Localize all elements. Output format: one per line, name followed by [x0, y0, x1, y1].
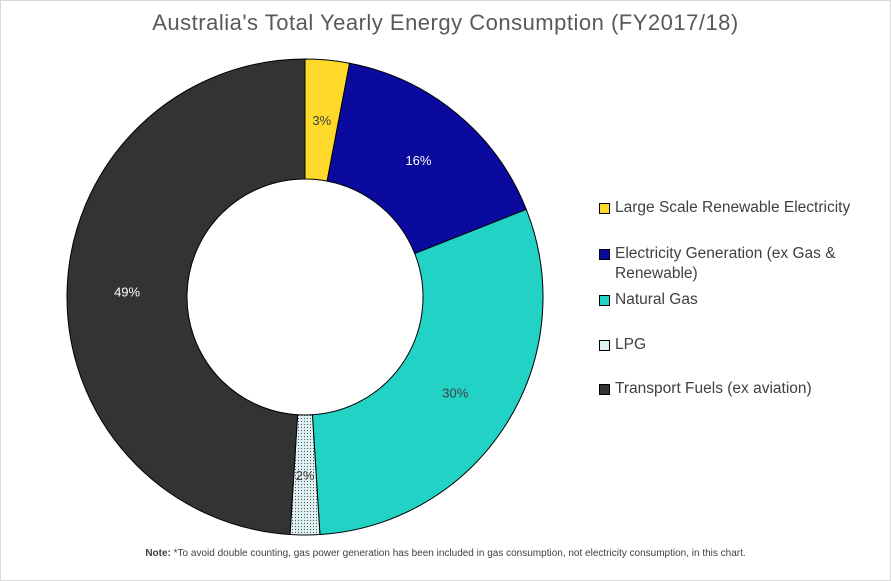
data-label-lpg: 2% [296, 468, 315, 483]
data-label-electricity: 16% [405, 153, 431, 168]
chart-note: Note: *To avoid double counting, gas pow… [0, 548, 891, 559]
legend-item-electricity: Electricity Generation (ex Gas & Renewab… [599, 244, 836, 284]
legend-label-renewable: Large Scale Renewable Electricity [615, 199, 851, 216]
legend-item-lpg: LPG [599, 335, 646, 355]
slice-transport [66, 58, 306, 536]
legend-swatch-lpg [599, 340, 610, 351]
legend-label-electricity: Electricity Generation (ex Gas & Renewab… [615, 244, 836, 284]
legend-swatch-transport [599, 384, 610, 395]
slice-natural-gas [311, 208, 544, 536]
legend-label-electricity-line2: Renewable) [615, 265, 698, 282]
legend-label-natural-gas: Natural Gas [615, 291, 698, 308]
data-label-transport: 49% [114, 284, 140, 299]
legend-item-transport: Transport Fuels (ex aviation) [599, 379, 812, 399]
legend-swatch-natural-gas [599, 295, 610, 306]
data-label-natural-gas: 30% [442, 385, 468, 400]
legend-label-transport: Transport Fuels (ex aviation) [615, 380, 812, 397]
note-label: Note: [145, 548, 171, 559]
legend-label-lpg: LPG [615, 336, 647, 353]
chart-title: Australia's Total Yearly Energy Consumpt… [152, 10, 739, 35]
slice-electricity [326, 62, 527, 255]
legend-swatch-renewable [599, 203, 610, 214]
data-label-renewable: 3% [312, 113, 331, 128]
legend-item-natural-gas: Natural Gas [599, 290, 698, 310]
note-text: *To avoid double counting, gas power gen… [170, 548, 746, 559]
legend-swatch-electricity [599, 249, 610, 260]
legend-label-electricity-line1: Electricity Generation (ex Gas & [615, 245, 836, 262]
legend-item-renewable: Large Scale Renewable Electricity [599, 198, 850, 218]
